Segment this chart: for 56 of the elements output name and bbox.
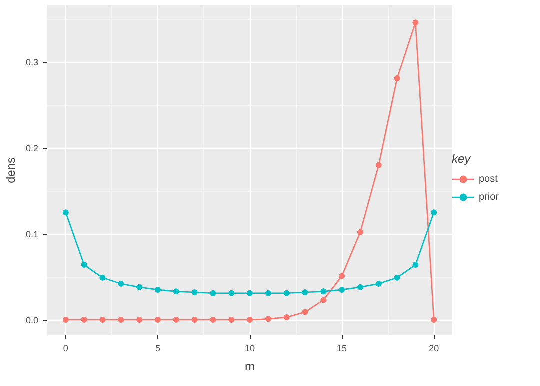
point: [284, 290, 290, 296]
point: [302, 290, 308, 296]
legend-label: post: [479, 174, 499, 184]
point: [247, 317, 253, 324]
y-tick-label: 0.0: [26, 316, 39, 326]
point: [81, 262, 88, 268]
point: [173, 288, 180, 295]
point: [431, 317, 438, 324]
point: [339, 273, 346, 280]
x-tick-label: 10: [244, 344, 256, 354]
x-tick-label: 0: [63, 344, 68, 354]
point: [136, 317, 143, 324]
point: [192, 290, 198, 296]
point: [394, 76, 400, 82]
point: [118, 317, 124, 324]
x-tick-label: 5: [155, 344, 160, 354]
point: [81, 317, 88, 324]
point: [320, 288, 327, 295]
point: [228, 290, 235, 296]
point: [210, 290, 216, 296]
point: [247, 290, 253, 296]
point: [154, 286, 161, 293]
point: [320, 297, 327, 304]
x-tick-label: 15: [337, 344, 348, 354]
point: [136, 284, 143, 290]
point: [100, 317, 106, 324]
point: [376, 280, 382, 287]
x-tick-label: 20: [429, 344, 440, 354]
point: [431, 210, 438, 216]
point: [62, 317, 69, 324]
point: [154, 317, 161, 324]
y-tick-label: 0.3: [26, 58, 39, 68]
point: [100, 274, 106, 281]
point: [173, 317, 180, 324]
legend-label: prior: [479, 192, 500, 202]
y-tick-label: 0.1: [26, 230, 39, 240]
point: [302, 309, 308, 316]
point: [265, 316, 272, 322]
y-axis-title: dens: [4, 157, 18, 184]
point: [265, 290, 272, 296]
point: [394, 274, 400, 281]
point: [412, 262, 419, 268]
point: [412, 20, 419, 26]
x-axis-title: m: [245, 360, 255, 374]
point: [357, 229, 364, 236]
y-tick-label: 0.2: [26, 144, 39, 154]
legend-title: key: [452, 152, 472, 166]
point: [210, 317, 216, 324]
point: [357, 284, 364, 290]
point: [376, 162, 382, 168]
point: [118, 280, 124, 287]
point: [192, 317, 198, 324]
point: [62, 210, 69, 216]
point: [228, 317, 235, 324]
point: [339, 286, 346, 293]
point: [284, 314, 290, 320]
